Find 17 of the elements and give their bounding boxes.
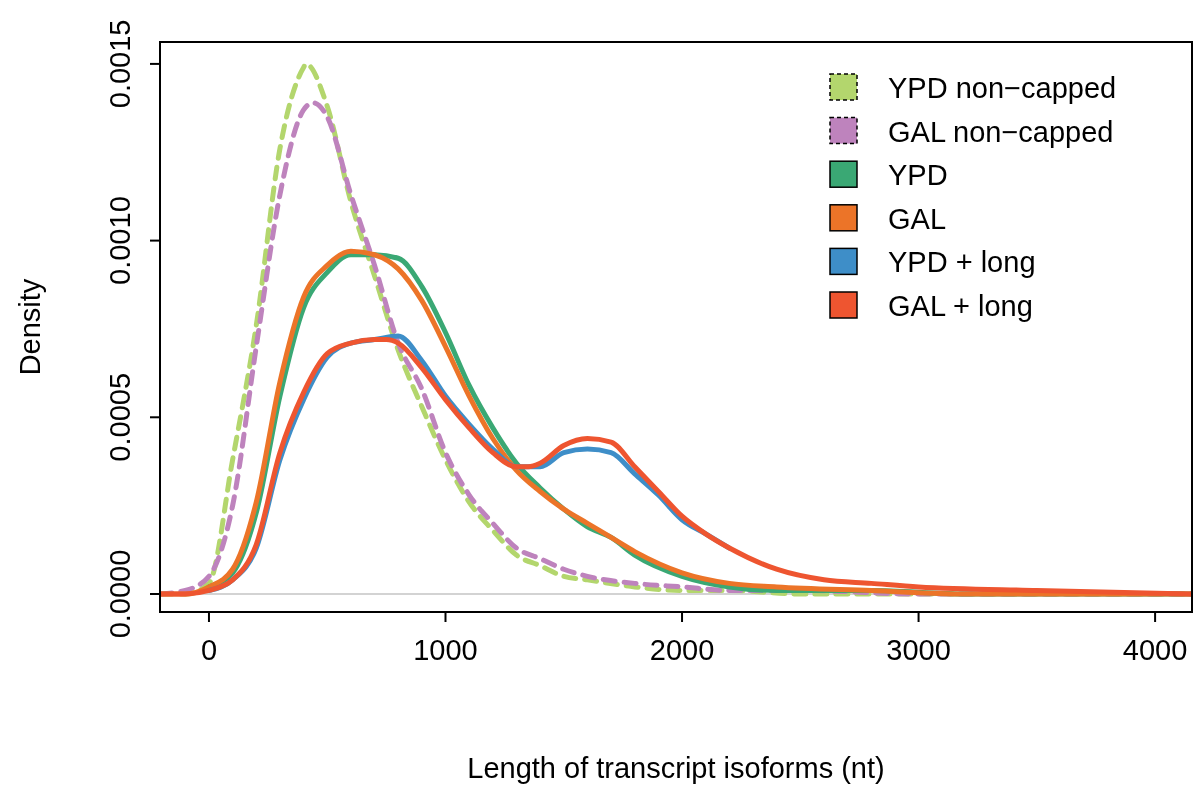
x-axis-title: Length of transcript isoforms (nt) bbox=[467, 752, 885, 784]
x-tick-label: 4000 bbox=[1122, 634, 1188, 666]
legend-label: YPD non−capped bbox=[888, 72, 1117, 104]
legend-label: YPD bbox=[888, 159, 948, 192]
x-tick-label: 1000 bbox=[413, 634, 478, 666]
y-tick-label: 0.0015 bbox=[104, 19, 136, 109]
legend-label: YPD + long bbox=[888, 246, 1036, 279]
x-tick-label: 0 bbox=[200, 634, 218, 666]
y-tick-label: 0.0000 bbox=[104, 549, 136, 639]
legend-label: GAL bbox=[888, 202, 947, 235]
y-tick-label: 0.0010 bbox=[104, 196, 136, 285]
y-axis-title: Density bbox=[14, 278, 46, 376]
legend-label: GAL non−capped bbox=[888, 115, 1114, 148]
x-tick-label: 2000 bbox=[649, 634, 715, 666]
y-tick-label: 0.0005 bbox=[104, 372, 136, 462]
x-tick-label: 3000 bbox=[886, 634, 951, 666]
legend-label: GAL + long bbox=[888, 290, 1033, 322]
